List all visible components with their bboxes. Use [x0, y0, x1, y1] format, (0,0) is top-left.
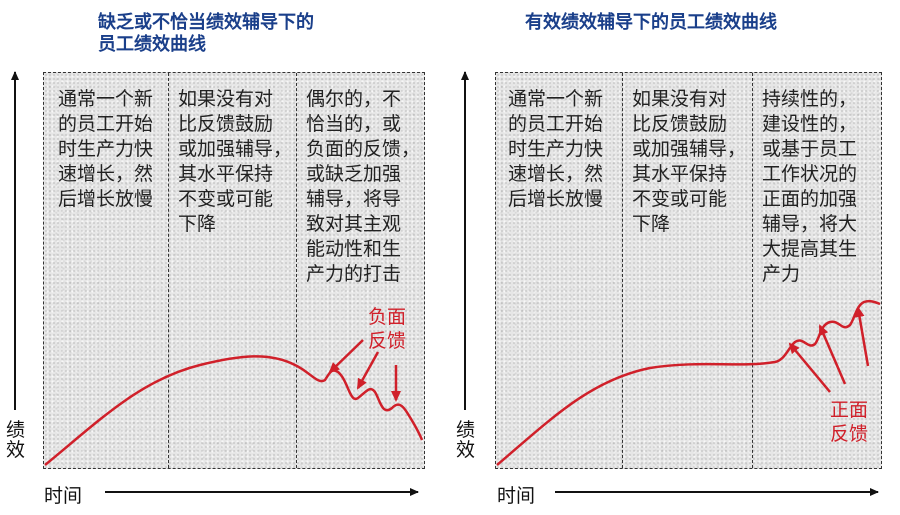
right-y-axis-label: 绩效 [456, 419, 476, 461]
left-feedback-label: 负面 反馈 [368, 306, 407, 352]
phase-divider [168, 73, 169, 468]
right-x-axis-label: 时间 [497, 485, 536, 507]
left-phase-1-text: 通常一个新 的员工开始 时生产力快 速增长，然 后增长放慢 [58, 88, 154, 210]
right-phase-1-text: 通常一个新 的员工开始 时生产力快 速增长，然 后增长放慢 [508, 88, 604, 210]
right-phase-2-text: 如果没有对 比反馈鼓励 或加强辅导， 其水平保持 不变或可能 下降 [632, 88, 747, 235]
right-diagram-panel: 通常一个新 的员工开始 时生产力快 速增长，然 后增长放慢 如果没有对 比反馈鼓… [495, 72, 882, 469]
left-chart-title: 缺乏或不恰当绩效辅导下的 员工绩效曲线 [98, 12, 314, 55]
left-x-axis-label: 时间 [44, 485, 83, 507]
left-y-axis-label: 绩效 [6, 419, 26, 461]
left-phase-2-text: 如果没有对 比反馈鼓励 或加强辅导， 其水平保持 不变或可能 下降 [178, 88, 293, 235]
phase-divider [622, 73, 623, 468]
left-phase-3-text: 偶尔的，不 恰当的，或 负面的反馈， 或缺乏加强 辅导，将导 致对其主观 能动性… [306, 88, 421, 285]
right-phase-3-text: 持续性的， 建设性的， 或基于员工 工作状况的 正面的加强 辅导，将大 大提高其… [762, 88, 858, 285]
phase-divider [296, 73, 297, 468]
phase-divider [752, 73, 753, 468]
left-diagram-panel: 通常一个新 的员工开始 时生产力快 速增长，然 后增长放慢 如果没有对 比反馈鼓… [43, 72, 425, 469]
right-feedback-label: 正面 反馈 [830, 399, 869, 445]
right-chart-title: 有效绩效辅导下的员工绩效曲线 [525, 12, 777, 33]
